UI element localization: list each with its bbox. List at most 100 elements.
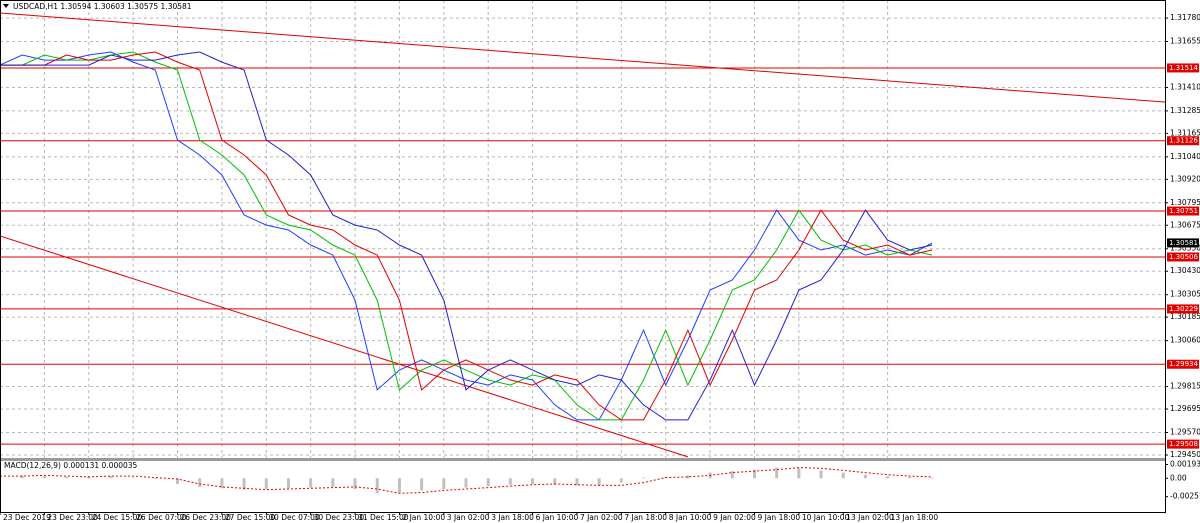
y-tick-label: 1.31655 [1170, 37, 1200, 46]
moving-average [0, 51, 933, 421]
macd-bar [131, 477, 135, 479]
x-tick-label: 30 Dec 07:00 [269, 513, 320, 522]
macd-bar [930, 477, 934, 479]
level-label-bg [1167, 439, 1199, 449]
y-tick-label: 1.29450 [1170, 450, 1200, 459]
macd-bar [797, 468, 801, 479]
macd-bar [486, 478, 490, 487]
trend-line [0, 235, 689, 458]
x-tick-label: 10 Jan 10:00 [802, 513, 850, 522]
x-tick-label: 31 Dec 15:00 [358, 513, 409, 522]
macd-bar [508, 478, 512, 485]
x-tick-label: 7 Jan 18:00 [624, 513, 667, 522]
macd-bar [775, 467, 779, 479]
x-tick-label: 26 Dec 07:00 [136, 513, 187, 522]
macd-bar [242, 478, 246, 490]
macd-bar [752, 469, 756, 479]
macd-bar [20, 475, 24, 479]
main-grid [0, 0, 1165, 458]
level-label: 1.31126 [1169, 137, 1198, 145]
macd-bar [841, 472, 845, 479]
macd-bar [353, 478, 357, 489]
price-line [0, 51, 933, 421]
level-label: 1.30229 [1169, 305, 1198, 313]
x-tick-label: 9 Jan 02:00 [713, 513, 756, 522]
macd-bar [597, 478, 601, 486]
y-tick-label: 1.31285 [1170, 106, 1200, 115]
macd-bar [220, 478, 224, 489]
macd-bar [553, 478, 557, 485]
y-tick-label: 1.30185 [1170, 312, 1200, 321]
macd-bar [442, 478, 446, 489]
level-label-bg [1167, 63, 1199, 73]
macd-bar [309, 478, 313, 488]
x-tick-label: 13 Jan 18:00 [891, 513, 939, 522]
level-label: 1.29934 [1169, 360, 1198, 368]
macd-bar [908, 476, 912, 479]
x-tick-label: 6 Jan 10:00 [536, 513, 579, 522]
level-label-bg [1167, 304, 1199, 314]
macd-bar [863, 474, 867, 479]
y-tick-label: 1.31165 [1170, 128, 1200, 137]
y-tick-label: 1.29695 [1170, 404, 1200, 413]
trend-line [0, 12, 1166, 103]
chart-title: USDCAD,H1 1.30594 1.30603 1.30575 1.3058… [13, 2, 192, 11]
x-tick-label: 13 Jan 02:00 [846, 513, 894, 522]
pane-separator [0, 458, 1166, 461]
y-tick-label: 1.31040 [1170, 152, 1200, 161]
y-tick-label: 1.30060 [1170, 336, 1200, 345]
macd-title: MACD(12,26,9) 0.000131 0.000035 [4, 461, 138, 470]
y-tick-label: 1.30675 [1170, 220, 1200, 229]
macd-bar [286, 478, 290, 489]
macd-bar [331, 478, 335, 487]
x-tick-label: 23 Dec 23:00 [47, 513, 98, 522]
moving-average [0, 51, 933, 421]
macd-bar [886, 476, 890, 479]
x-tick-label: 9 Jan 18:00 [757, 513, 800, 522]
menu-arrow[interactable] [3, 4, 9, 8]
macd-bar [176, 478, 180, 484]
macd-bar [686, 475, 690, 479]
macd-bar [619, 478, 623, 483]
y-tick-label: 1.29570 [1170, 427, 1200, 436]
current-price-label: 1.30581 [1169, 239, 1198, 247]
macd-bar [730, 471, 734, 479]
level-label: 1.30751 [1169, 207, 1198, 215]
macd-bar [65, 476, 69, 479]
y-tick-label: 1.30430 [1170, 266, 1200, 275]
macd-bar [198, 478, 202, 487]
x-tick-label: 8 Jan 10:00 [669, 513, 712, 522]
level-label: 1.29508 [1169, 440, 1198, 448]
y-tick-label: 1.29815 [1170, 382, 1200, 391]
macd-bar [642, 477, 646, 479]
y-tick-label: 1.30795 [1170, 198, 1200, 207]
x-tick-label: 2 Jan 10:00 [402, 513, 445, 522]
level-label: 1.31514 [1169, 64, 1198, 72]
macd-bar [420, 478, 424, 491]
macd-bar [264, 478, 268, 489]
macd-bar [397, 478, 401, 493]
level-label-bg [1167, 252, 1199, 262]
macd-y-tick-label: -0.00257 [1170, 492, 1200, 501]
level-label-bg [1167, 206, 1199, 216]
x-tick-label: 3 Jan 02:00 [447, 513, 490, 522]
macd-bar [531, 478, 535, 484]
y-tick-label: 1.31780 [1170, 13, 1200, 22]
macd-bar [819, 470, 823, 479]
macd-bar [464, 478, 468, 488]
x-tick-label: 27 Dec 15:00 [225, 513, 276, 522]
x-tick-label: 26 Dec 23:00 [181, 513, 232, 522]
y-tick-label: 1.30305 [1170, 290, 1200, 299]
macd-bar [375, 478, 379, 494]
plot-frame [0, 0, 1166, 513]
x-tick-label: 24 Dec 15:00 [92, 513, 143, 522]
moving-average [0, 51, 933, 421]
x-tick-label: 23 Dec 2019 [3, 513, 51, 522]
macd-bar [109, 476, 113, 479]
macd-y-tick-label: 0.00 [1170, 473, 1187, 482]
x-tick-label: 3 Jan 18:00 [491, 513, 534, 522]
y-tick-label: 1.30550 [1170, 244, 1200, 253]
x-tick-label: 7 Jan 02:00 [580, 513, 623, 522]
y-tick-label: 1.30920 [1170, 174, 1200, 183]
